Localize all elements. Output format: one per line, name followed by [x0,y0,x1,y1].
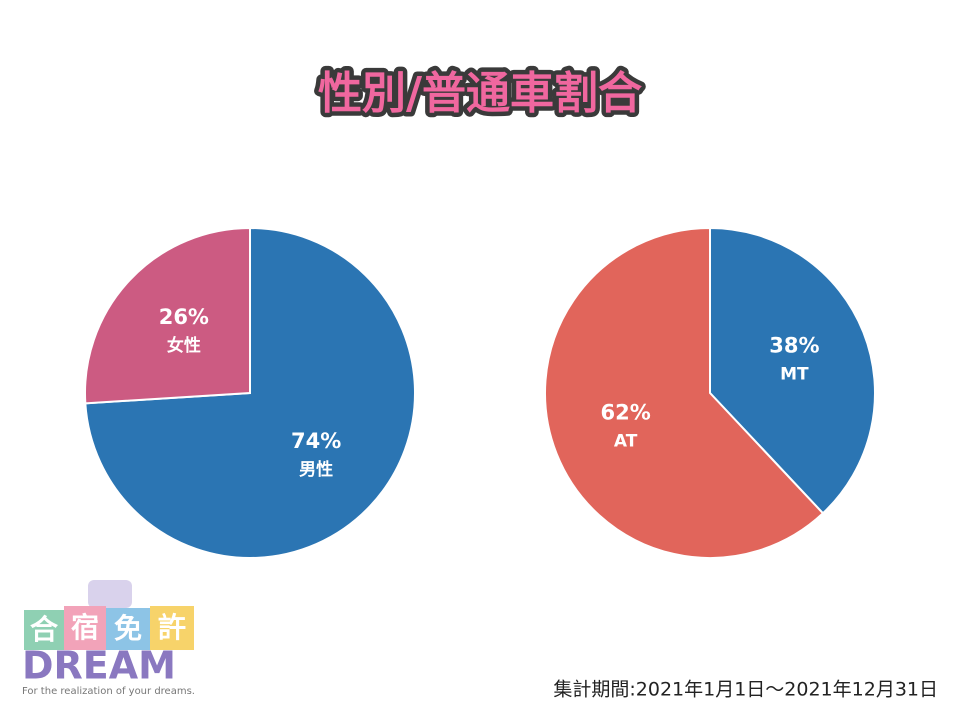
logo-kanji: 宿 [71,611,99,644]
logo-tagline: For the realization of your dreams. [22,686,195,697]
logo-kanji: 免 [114,612,142,645]
logo-car [88,580,132,608]
page-title: 性別/普通車割合 [318,68,642,119]
slice-label: AT [614,431,638,451]
slice-percent: 26% [159,305,209,329]
pie-slice [544,226,825,559]
slice-percent: 74% [291,429,341,453]
slice-label: 男性 [299,459,333,480]
slice-label: 女性 [167,335,201,356]
slice-label: MT [780,365,809,385]
logo: 合 宿 免 許 DREAM For the realization of you… [22,580,195,697]
logo-tile [150,606,194,650]
pie-slice [84,226,251,405]
slice-percent: 62% [600,400,650,424]
period-note: 集計期間:2021年1月1日～2021年12月31日 [553,679,938,701]
slice-percent: 38% [769,334,819,358]
logo-tile [106,608,150,650]
logo-tile [24,610,64,650]
logo-kanji: 合 [30,613,59,646]
pie-slice [709,226,876,515]
logo-tile [64,606,106,650]
logo-name: DREAM [22,644,176,688]
logo-kanji: 許 [158,611,186,644]
